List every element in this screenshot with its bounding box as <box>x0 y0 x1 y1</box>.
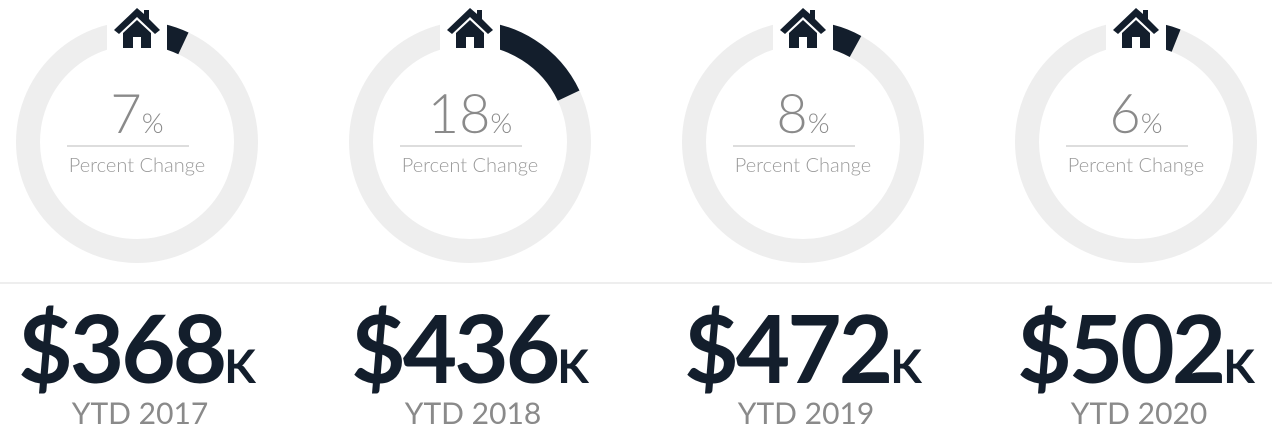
percent-unit: % <box>1141 105 1163 139</box>
price: $368K <box>18 291 256 404</box>
price-value: $368 <box>18 291 224 404</box>
price-value: $436 <box>351 291 558 404</box>
year: YTD 2017 <box>72 395 209 427</box>
percent-value: 8 <box>776 80 807 145</box>
price-value: $472 <box>684 291 890 404</box>
price-value: $502 <box>1017 291 1223 404</box>
percent: 18% <box>428 80 512 145</box>
year: YTD 2020 <box>1071 395 1208 427</box>
house-icon <box>1113 8 1159 48</box>
price-unit: K <box>557 338 589 393</box>
percent: 8% <box>776 80 829 145</box>
caption: Percent Change <box>735 153 871 177</box>
caption: Percent Change <box>1068 153 1204 177</box>
house-icon <box>114 8 160 48</box>
house-icon <box>780 8 826 48</box>
percent: 6% <box>1109 80 1162 145</box>
price: $436K <box>351 291 589 404</box>
year: YTD 2018 <box>405 395 542 427</box>
price-unit: K <box>1223 338 1255 393</box>
price: $502K <box>1017 291 1255 404</box>
caption: Percent Change <box>69 153 205 177</box>
price-unit: K <box>890 338 922 393</box>
percent: 7% <box>110 80 163 145</box>
year: YTD 2019 <box>738 395 875 427</box>
percent-unit: % <box>490 105 512 139</box>
percent-unit: % <box>808 105 830 139</box>
percent-unit: % <box>142 105 164 139</box>
price: $472K <box>684 291 922 404</box>
percent-value: 6 <box>1109 80 1140 145</box>
percent-value: 18 <box>428 80 491 145</box>
house-icon <box>447 8 493 48</box>
caption: Percent Change <box>402 153 538 177</box>
percent-value: 7 <box>110 80 141 145</box>
price-unit: K <box>224 338 256 393</box>
